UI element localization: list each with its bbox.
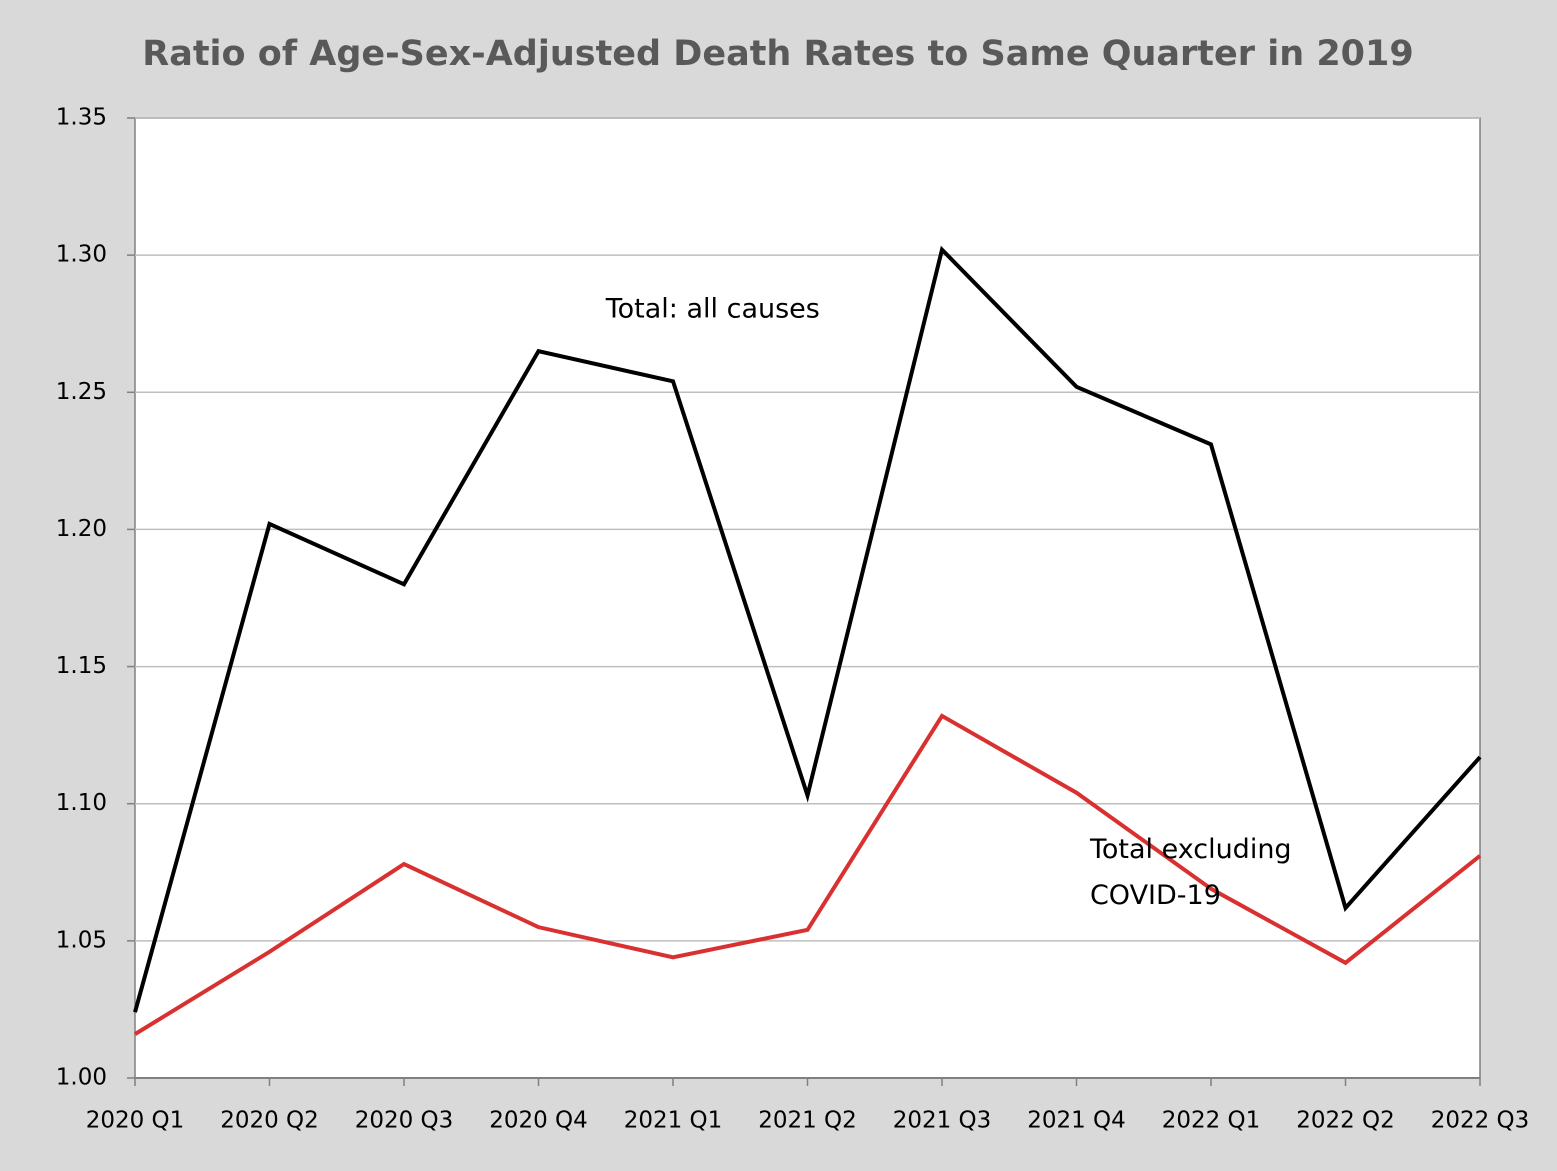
annotation: Total: all causes	[605, 294, 820, 325]
y-tick-label: 1.05	[56, 927, 107, 953]
series-line	[133, 245, 1482, 1013]
y-tick-label: 1.15	[56, 653, 107, 679]
y-tick-label: 1.00	[56, 1065, 107, 1091]
series-line	[133, 713, 1482, 1036]
x-tick-label: 2022 Q2	[1296, 1108, 1395, 1134]
chart-title: Ratio of Age-Sex-Adjusted Death Rates to…	[142, 34, 1413, 74]
x-tick-label: 2020 Q4	[489, 1108, 588, 1134]
annotation: Total excluding	[1089, 834, 1292, 865]
x-tick-label: 2021 Q4	[1027, 1108, 1126, 1134]
y-tick-label: 1.10	[56, 790, 107, 816]
x-tick-label: 2021 Q3	[893, 1108, 992, 1134]
x-tick-label: 2022 Q1	[1162, 1108, 1261, 1134]
x-tick-label: 2022 Q3	[1431, 1108, 1530, 1134]
y-tick-label: 1.35	[56, 105, 107, 131]
x-tick-label: 2021 Q1	[624, 1108, 723, 1134]
y-tick-label: 1.25	[56, 379, 107, 405]
plot-area	[134, 117, 1481, 1079]
x-tick-label: 2020 Q3	[355, 1108, 454, 1134]
y-tick-label: 1.20	[56, 516, 107, 542]
x-tick-label: 2020 Q2	[220, 1108, 319, 1134]
y-tick-label: 1.30	[56, 242, 107, 268]
x-tick-label: 2021 Q2	[758, 1108, 857, 1134]
annotation: COVID-19	[1090, 880, 1221, 911]
x-tick-label: 2020 Q1	[86, 1108, 185, 1134]
